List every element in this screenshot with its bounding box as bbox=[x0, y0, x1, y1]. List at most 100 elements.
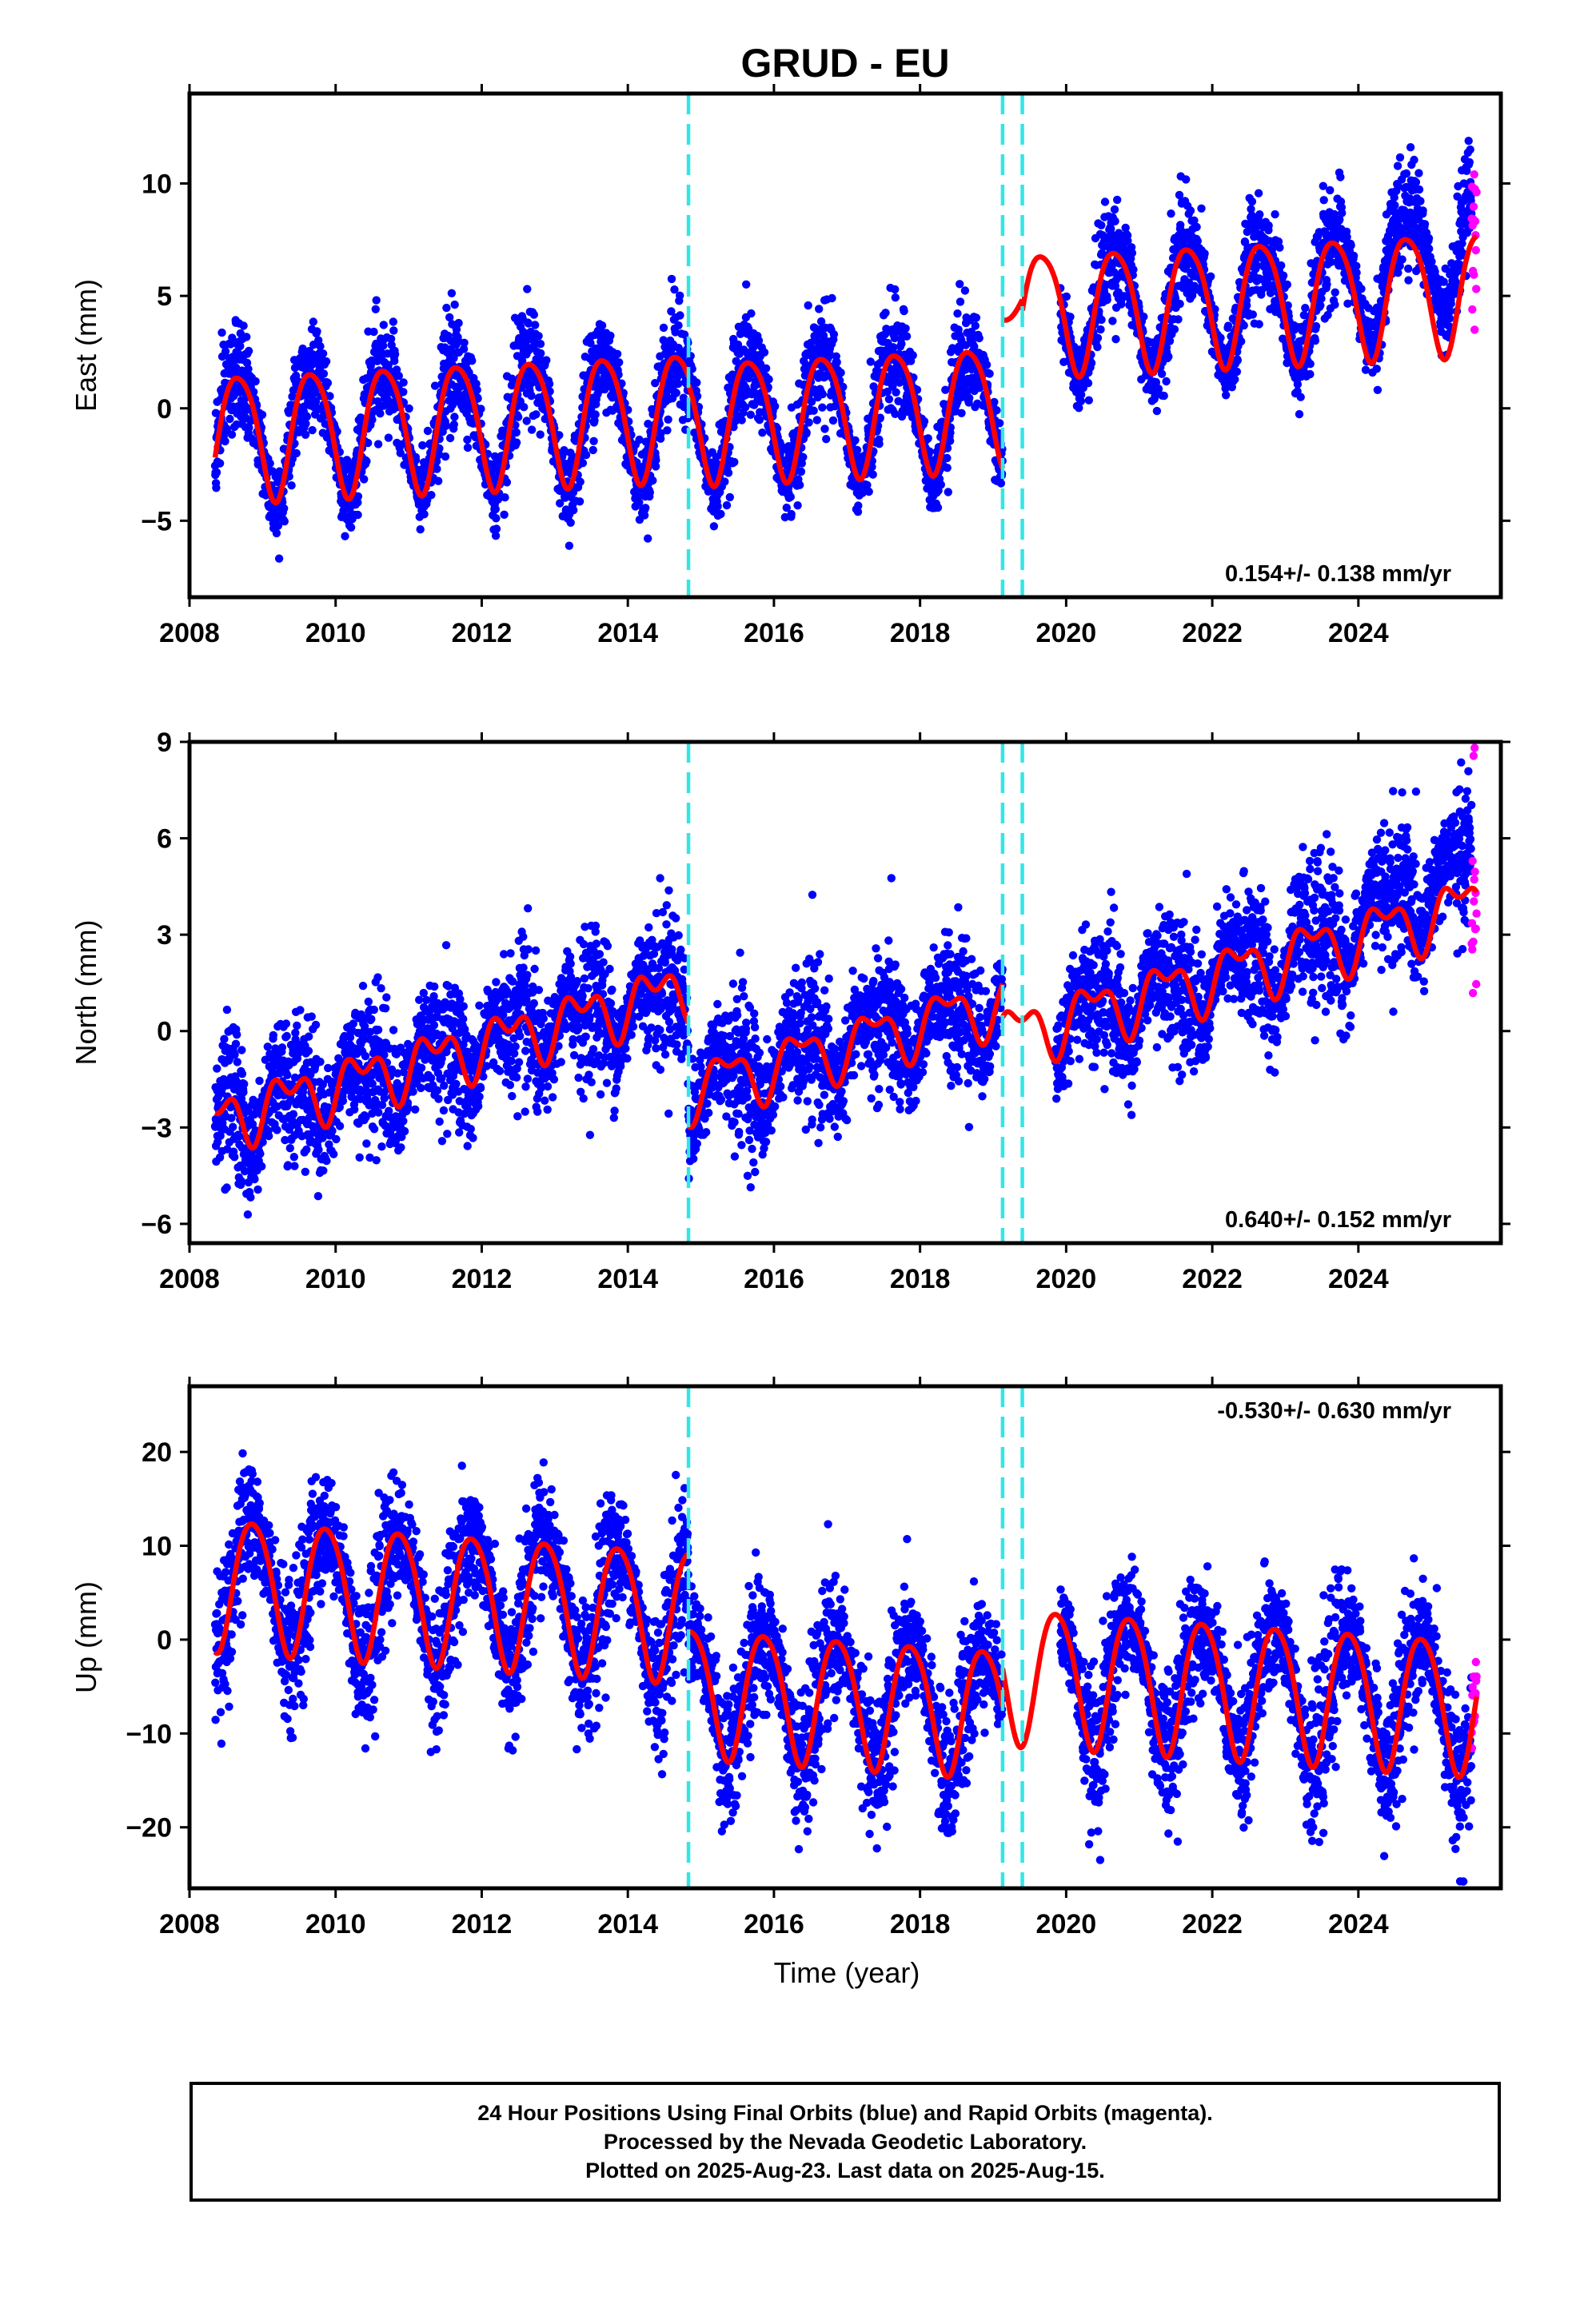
data-point bbox=[301, 430, 310, 439]
data-point bbox=[228, 333, 237, 342]
data-point bbox=[459, 345, 469, 353]
data-point bbox=[612, 349, 622, 358]
data-point bbox=[900, 306, 908, 316]
data-point bbox=[1306, 360, 1315, 369]
data-point bbox=[597, 321, 607, 330]
data-point bbox=[576, 477, 585, 486]
data-point bbox=[1331, 300, 1339, 309]
data-point bbox=[1232, 367, 1242, 377]
data-point bbox=[1111, 217, 1119, 225]
data-point bbox=[274, 554, 284, 563]
data-point bbox=[536, 340, 545, 349]
data-point bbox=[280, 504, 289, 513]
data-point bbox=[472, 379, 481, 389]
data-point bbox=[1164, 352, 1173, 361]
data-point bbox=[644, 534, 652, 543]
data-point bbox=[901, 324, 910, 333]
data-point bbox=[411, 456, 421, 464]
data-point bbox=[624, 405, 632, 414]
data-point bbox=[537, 349, 545, 358]
data-point bbox=[1083, 379, 1093, 388]
data-point bbox=[1283, 280, 1292, 289]
data-point bbox=[972, 313, 981, 322]
data-point bbox=[851, 436, 860, 444]
data-point bbox=[957, 409, 966, 417]
data-point bbox=[1127, 249, 1137, 257]
data-point bbox=[985, 369, 994, 378]
data-point bbox=[222, 425, 232, 433]
data-point bbox=[891, 285, 900, 294]
data-point bbox=[799, 452, 808, 461]
data-point bbox=[511, 421, 520, 429]
data-point bbox=[635, 498, 644, 507]
data-point bbox=[221, 436, 229, 446]
data-point bbox=[473, 385, 481, 394]
data-point bbox=[468, 357, 477, 365]
data-point bbox=[226, 340, 235, 349]
data-point bbox=[1349, 251, 1359, 261]
data-point bbox=[892, 388, 900, 397]
data-point bbox=[737, 416, 746, 425]
data-point bbox=[663, 426, 672, 435]
data-point bbox=[1336, 173, 1345, 181]
data-point bbox=[1373, 385, 1382, 394]
data-point bbox=[1331, 288, 1339, 297]
data-point bbox=[376, 409, 385, 418]
data-point bbox=[1243, 301, 1251, 310]
data-point bbox=[1306, 369, 1315, 379]
panel-east: 2008 2010 2012 2014 2016 2018 2020 2022 2024−505… bbox=[70, 84, 1510, 648]
data-point bbox=[709, 522, 719, 531]
data-point bbox=[755, 416, 764, 425]
data-point bbox=[652, 456, 660, 464]
data-point bbox=[1247, 197, 1257, 206]
data-point bbox=[578, 459, 588, 468]
data-point bbox=[836, 369, 845, 377]
data-point bbox=[449, 420, 458, 429]
data-point bbox=[924, 434, 932, 443]
data-point bbox=[822, 435, 831, 444]
data-point bbox=[804, 301, 812, 310]
data-point bbox=[308, 425, 317, 435]
data-point bbox=[1414, 185, 1424, 194]
data-point bbox=[301, 419, 310, 429]
data-point bbox=[1390, 201, 1399, 209]
data-point bbox=[392, 365, 401, 374]
data-point bbox=[787, 509, 796, 519]
data-point bbox=[1372, 365, 1382, 373]
data-point bbox=[1326, 185, 1335, 195]
data-point bbox=[793, 501, 802, 510]
data-point bbox=[501, 493, 509, 502]
data-point bbox=[389, 326, 398, 335]
data-point bbox=[807, 397, 816, 406]
data-point bbox=[346, 523, 356, 532]
data-point bbox=[292, 448, 301, 458]
data-point bbox=[828, 293, 836, 303]
data-point bbox=[786, 492, 795, 501]
data-point bbox=[891, 293, 900, 302]
data-point bbox=[960, 286, 970, 295]
data-point bbox=[212, 484, 221, 492]
data-point bbox=[780, 512, 789, 522]
data-point bbox=[946, 436, 955, 445]
data-point bbox=[829, 330, 839, 339]
data-point bbox=[319, 369, 329, 378]
data-point bbox=[341, 532, 349, 540]
data-point bbox=[1271, 209, 1279, 219]
data-point bbox=[1207, 272, 1215, 281]
data-point bbox=[1279, 271, 1288, 280]
data-point bbox=[992, 406, 1001, 415]
data-point bbox=[720, 477, 729, 486]
data-point bbox=[725, 492, 734, 502]
data-point bbox=[532, 410, 541, 419]
data-point bbox=[500, 510, 509, 519]
data-point bbox=[664, 415, 672, 424]
data-point bbox=[491, 532, 501, 540]
data-point bbox=[884, 395, 894, 404]
data-point bbox=[362, 456, 371, 466]
data-point bbox=[217, 328, 226, 337]
data-point bbox=[227, 430, 237, 439]
data-point bbox=[953, 309, 962, 318]
data-point bbox=[641, 504, 650, 512]
data-point bbox=[529, 310, 538, 319]
